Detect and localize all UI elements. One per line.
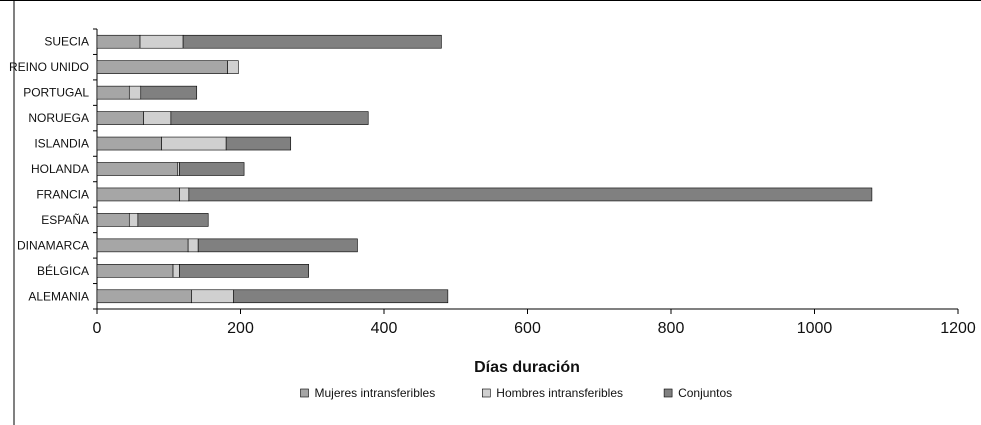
bar-segment-3 [179,162,245,176]
bar-segment-3 [137,213,209,227]
category-label: ESPAÑA [41,213,89,227]
bar-segment-1 [96,264,174,278]
bar-segment-1 [96,238,189,253]
bar-segment-3 [182,34,442,49]
legend-swatch-3 [663,388,673,398]
x-tick-label: 0 [93,320,102,337]
bar-segment-2 [191,289,234,304]
bar-segment-1 [96,213,130,227]
bar-segment-2 [143,111,172,125]
category-label: SUECIA [44,35,89,49]
bar-segment-1 [96,111,144,125]
bar-segment-2 [128,213,139,227]
bar-segment-2 [179,187,190,202]
legend-label-3: Conjuntos [678,386,732,400]
bar-segment-3 [225,136,292,151]
bar-segment-1 [96,289,193,304]
legend: Mujeres intransferibles Hombres intransfe… [300,386,732,400]
x-tick-label: 200 [227,320,254,337]
bar-segment-3 [197,238,358,253]
plot-area: SUECIA REINO UNIDO PORTUGAL NORUEGA ISLANDIA… [9,28,976,337]
bar-segment-1 [96,162,178,176]
x-tick-label: 800 [658,320,685,337]
legend-label-2: Hombres intransferibles [496,386,623,400]
category-label: PORTUGAL [23,86,89,100]
category-label: ALEMANIA [28,289,89,303]
x-tick-label: 1000 [797,320,833,337]
bar-segment-2 [177,162,180,176]
bar-segment-2 [139,34,184,49]
x-tick-label: 600 [514,320,541,337]
bar-segment-3 [140,85,198,100]
bar-segment-2 [172,264,180,278]
bar-segment-2 [187,238,199,253]
bar-segment-2 [227,60,239,74]
category-label: DINAMARCA [17,238,89,252]
category-label: BÉLGICA [37,263,89,278]
category-label: FRANCIA [36,187,89,201]
bar-segment-3 [188,187,873,202]
bar-segment-1 [96,136,162,151]
bar-segment-3 [233,289,449,304]
category-label: HOLANDA [31,162,89,176]
bar-segment-3 [179,264,309,278]
bar-segment-3 [170,111,369,125]
x-axis-title: Días duración [474,359,580,376]
category-label: NORUEGA [28,111,89,125]
category-label: ISLANDIA [34,137,89,151]
bar-segment-1 [96,85,130,100]
bar-segment-1 [96,34,141,49]
bar-segment-1 [96,60,228,74]
category-label: REINO UNIDO [9,60,89,74]
bar-segment-1 [96,187,180,202]
bar-segment-2 [161,136,227,151]
legend-swatch-1 [300,388,309,398]
x-tick-label: 1200 [940,320,976,337]
x-tick-label: 400 [371,320,398,337]
bar-segment-2 [128,85,142,100]
legend-swatch-2 [481,388,491,398]
legend-label-1: Mujeres intransferibles [315,386,436,400]
